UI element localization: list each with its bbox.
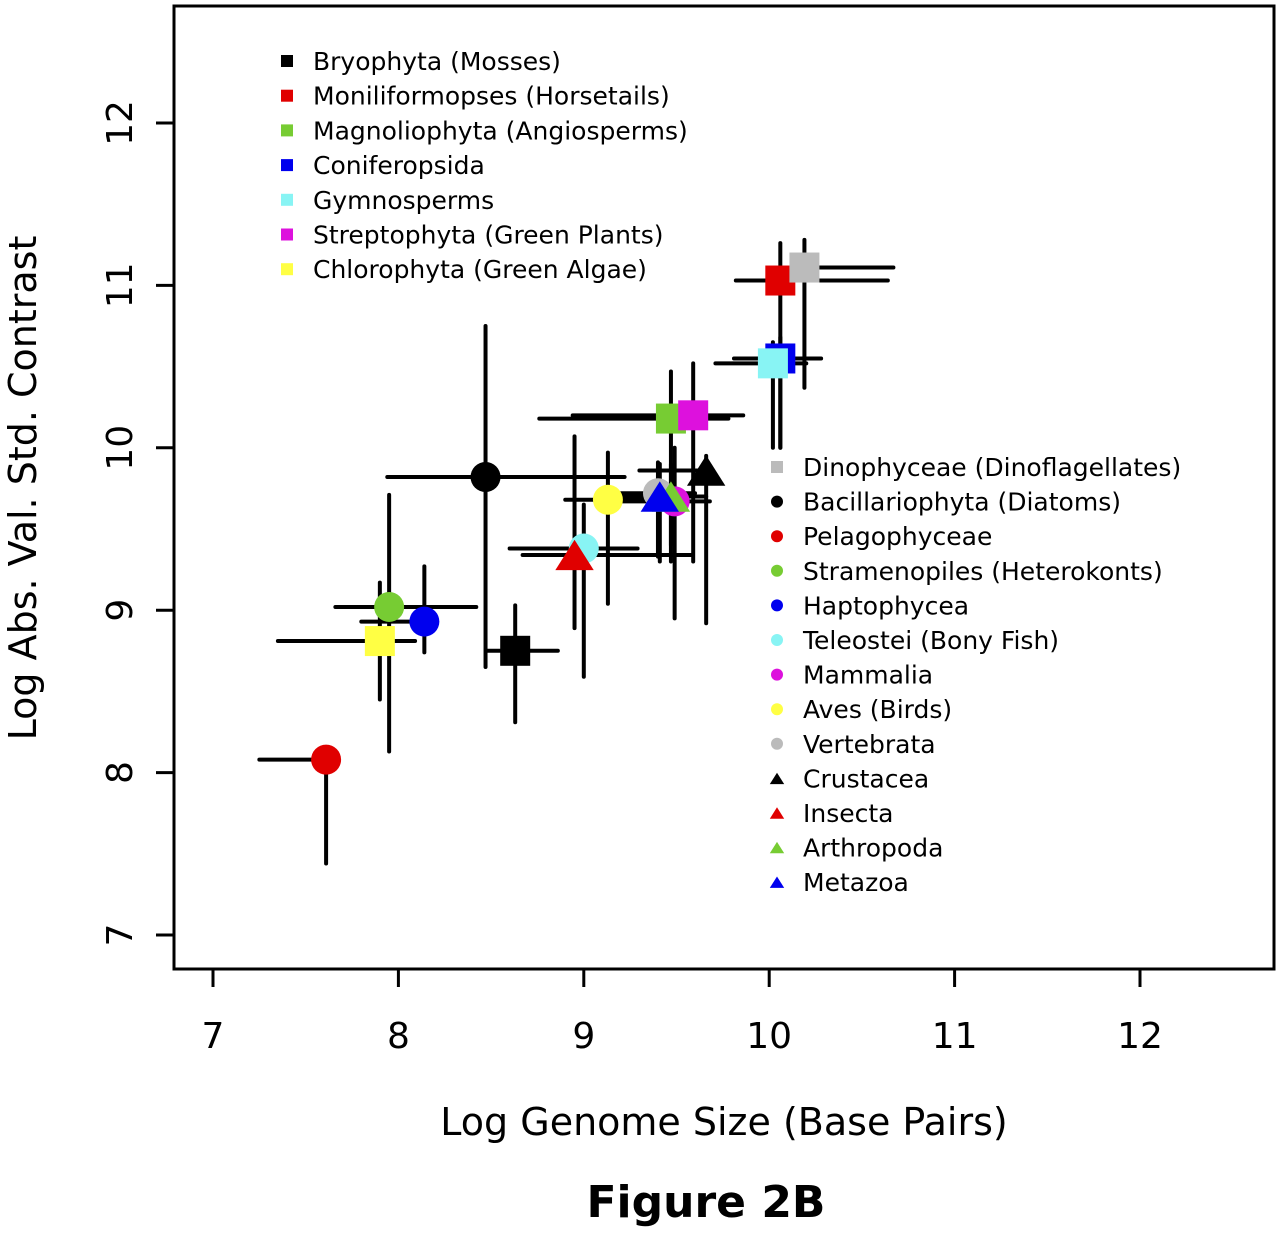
legend-marker [771, 599, 783, 612]
x-tick-label: 11 [932, 1016, 978, 1057]
legend-marker [769, 772, 785, 785]
legend-label: Moniliformopses (Horsetails) [313, 82, 670, 111]
data-point [789, 252, 820, 283]
y-tick-label: 11 [100, 262, 141, 308]
legend-label: Gymnosperms [313, 186, 494, 215]
data-point [555, 539, 594, 571]
data-point [364, 626, 395, 657]
legend-label: Stramenopiles (Heterokonts) [803, 557, 1163, 586]
legend-label: Haptophycea [803, 591, 969, 620]
legend-marker [771, 703, 783, 716]
figure-caption: Figure 2B [587, 1177, 826, 1228]
legend-marker [281, 228, 293, 241]
x-tick-label: 7 [202, 1016, 225, 1057]
data-point [592, 484, 623, 515]
y-tick-label: 7 [100, 924, 141, 947]
legend-label: Metazoa [803, 868, 909, 897]
y-axis-label: Log Abs. Val. Std. Contrast [1, 236, 45, 741]
data-point [374, 591, 405, 622]
x-tick-label: 12 [1117, 1016, 1163, 1057]
legend-marker [281, 193, 293, 206]
legend-marker [771, 495, 783, 508]
legend-label: Crustacea [803, 764, 929, 793]
data-point [470, 462, 501, 493]
legend-label: Mammalia [803, 661, 933, 690]
data-point [311, 744, 342, 775]
legend-marker [769, 876, 785, 888]
data-point [686, 455, 726, 486]
x-axis-label: Log Genome Size (Base Pairs) [440, 1100, 1007, 1144]
legend-marker [771, 634, 783, 646]
data-point [409, 606, 440, 637]
legend-label: Insecta [803, 799, 894, 828]
legend-marker [771, 564, 783, 577]
data-point [757, 348, 788, 379]
legend-label: Bryophyta (Mosses) [313, 47, 561, 76]
legend-marker [769, 841, 785, 854]
legend-marker [281, 55, 293, 67]
legend-label: Dinophyceae (Dinoflagellates) [803, 453, 1181, 482]
y-tick-label: 12 [100, 100, 141, 146]
legend-label: Bacillariophyta (Diatoms) [803, 488, 1121, 517]
legend-marker [281, 124, 293, 137]
legend-label: Teleostei (Bony Fish) [802, 626, 1059, 655]
data-point [640, 481, 680, 512]
legend-marker [771, 668, 783, 681]
legend-label: Chlorophyta (Green Algae) [313, 255, 647, 284]
y-tick-label: 8 [100, 761, 141, 784]
y-tick-label: 9 [100, 599, 141, 622]
plot-frame [172, 4, 1276, 971]
legend-marker [281, 159, 293, 172]
legend-marker [769, 807, 785, 819]
x-tick-label: 8 [387, 1016, 410, 1057]
legend-marker [771, 461, 783, 473]
data-point [500, 635, 531, 666]
legend-label: Arthropoda [803, 834, 943, 863]
legend-label: Pelagophyceae [803, 522, 992, 551]
legend-marker [281, 263, 293, 276]
legend-label: Aves (Birds) [803, 695, 952, 724]
legend-marker [771, 530, 783, 543]
legend-label: Coniferopsida [313, 151, 485, 180]
data-point [678, 400, 709, 431]
x-tick-label: 10 [746, 1016, 792, 1057]
legend-label: Magnoliophyta (Angiosperms) [313, 116, 688, 145]
x-tick-label: 9 [572, 1016, 595, 1057]
legend-label: Streptophyta (Green Plants) [313, 221, 664, 250]
y-tick-label: 10 [100, 425, 141, 471]
legend-marker [281, 89, 293, 102]
legend-label: Vertebrata [803, 730, 936, 759]
legend-marker [771, 737, 783, 750]
